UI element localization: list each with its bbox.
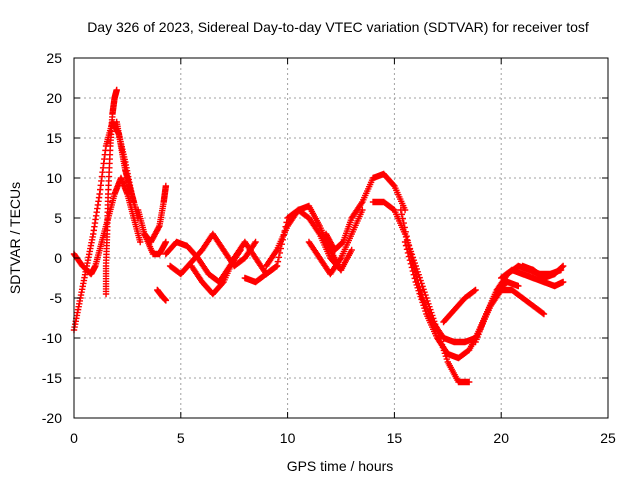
series-marks-track-20 — [498, 266, 567, 290]
series-marks-track-12 — [263, 202, 355, 274]
y-tick-label: 5 — [54, 210, 62, 226]
plot-frame — [73, 57, 609, 419]
x-tick-label: 0 — [70, 430, 78, 446]
series-marks-track-6 — [141, 230, 170, 258]
x-tick-label: 10 — [280, 430, 296, 446]
series-marks-track-14 — [322, 170, 409, 254]
series-marks-track-3 — [102, 86, 120, 298]
y-tick-label: -10 — [42, 330, 62, 346]
chart-title: Day 326 of 2023, Sidereal Day-to-day VTE… — [87, 19, 589, 35]
y-axis-label: SDTVAR / TECUs — [7, 182, 23, 294]
y-tick-label: 20 — [46, 90, 62, 106]
series-marks-track-7 — [154, 286, 170, 304]
axis-ticks: 0 5 10 15 20 25 -20 -15 -10 -5 0 5 10 15 20 25 — [42, 50, 616, 446]
x-tick-label: 20 — [493, 430, 509, 446]
series-marks-track-9 — [166, 230, 259, 278]
data-points — [70, 86, 567, 386]
y-tick-label: -20 — [42, 410, 62, 426]
series-marks-track-4 — [113, 118, 138, 206]
series-marks-track-21 — [519, 262, 567, 282]
series-marks-track-17 — [401, 238, 548, 362]
x-axis-label: GPS time / hours — [287, 458, 394, 474]
y-tick-label: 25 — [46, 50, 62, 66]
y-tick-label: -5 — [50, 290, 63, 306]
y-tick-label: 15 — [46, 130, 62, 146]
y-tick-label: 0 — [54, 250, 62, 266]
x-tick-label: 15 — [387, 430, 403, 446]
x-tick-label: 5 — [177, 430, 185, 446]
y-tick-label: 10 — [46, 170, 62, 186]
series-marks-track-18 — [440, 286, 479, 326]
x-tick-label: 25 — [600, 430, 616, 446]
series-marks-track-13 — [305, 206, 366, 278]
y-tick-label: -15 — [42, 370, 62, 386]
